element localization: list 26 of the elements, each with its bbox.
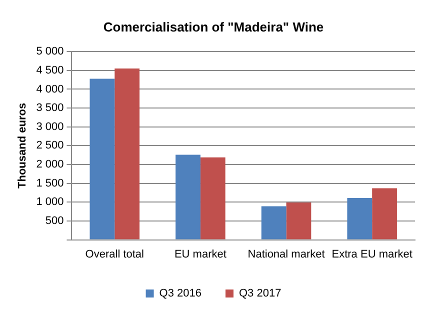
bar	[347, 198, 372, 240]
bar	[286, 202, 312, 240]
bar	[372, 188, 397, 240]
bar	[114, 68, 140, 240]
y-tick-label: 2 500	[36, 140, 64, 152]
bar	[261, 206, 286, 240]
y-tick-label: 4 000	[36, 83, 64, 96]
y-tick-label: 3 500	[36, 102, 64, 114]
y-tick-label: 3 000	[36, 120, 64, 133]
y-tick-label: 1 500	[36, 177, 64, 190]
bar	[176, 154, 200, 240]
y-tick-label: 2 000	[36, 158, 64, 171]
x-tick-label: Extra EU market	[332, 248, 412, 260]
chart-title: Comercialisation of "Madeira" Wine	[103, 19, 324, 34]
y-tick-label: 1 000	[36, 196, 64, 208]
y-axis-title: Thousand euros	[16, 102, 29, 188]
x-tick-label: National market	[248, 248, 325, 260]
y-tick-label: 5 000	[36, 46, 64, 58]
y-tick-label: 4 500	[36, 64, 64, 76]
x-tick-label: EU market	[174, 248, 226, 260]
x-tick-label: Overall total	[85, 248, 144, 260]
y-tick-label: 500	[45, 215, 64, 228]
bar	[200, 157, 226, 240]
bar	[90, 78, 115, 240]
legend-label: Q3 2017	[239, 288, 282, 300]
legend-label: Q3 2016	[159, 288, 202, 300]
